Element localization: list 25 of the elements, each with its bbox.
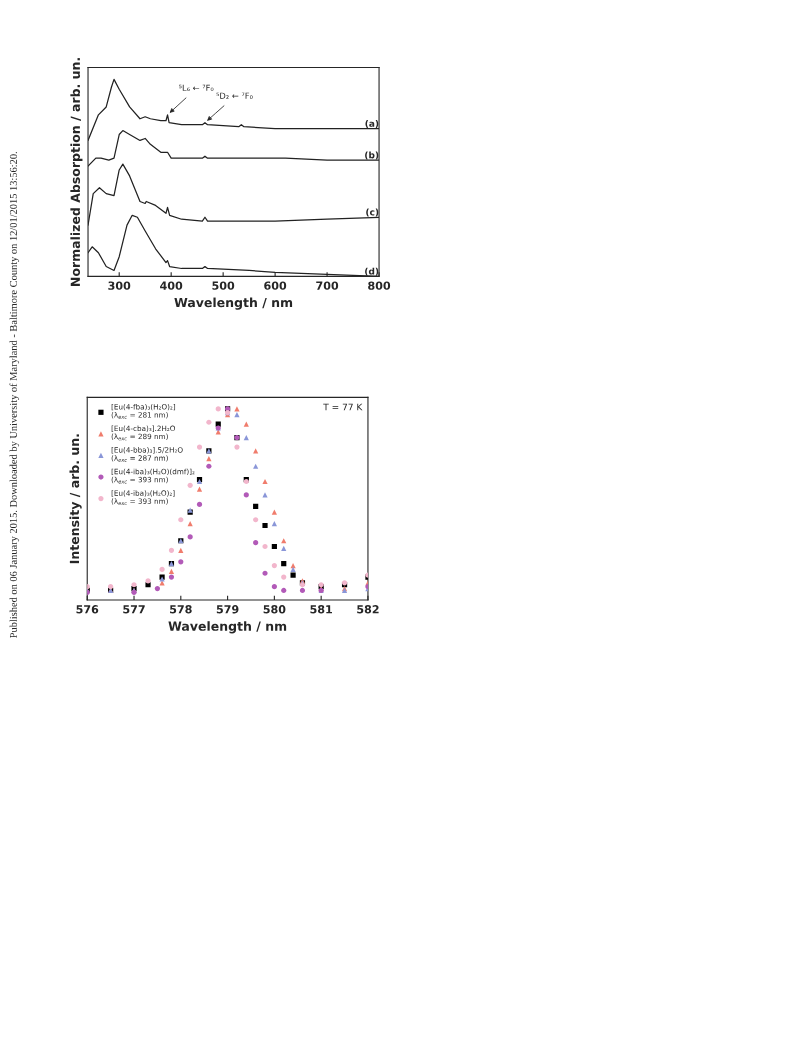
x-tick-label: 500 [212,281,235,290]
annotation: ⁵D₂ ← ⁷F₀ [216,92,253,99]
y-axis-title: Normalized Absorption / arb. un. [70,58,83,286]
x-tick-label: 579 [216,605,239,614]
series-label: (c) [366,208,379,217]
x-tick-label: 582 [357,605,379,614]
series-label: (b) [365,151,379,160]
y-axis-title: Intensity / arb. un. [69,434,82,564]
x-axis-title: Wavelength / nm [174,297,293,310]
x-axis-title: Wavelength / nm [168,621,287,634]
x-tick-label: 400 [160,281,183,290]
text: Published on 06 January 2015. Downloaded by University of Maryland - Baltimore County on 12/01/2015 13:56:20. [9,152,20,638]
x-tick-label: 700 [316,281,339,290]
annotation: T = 77 K [323,403,363,411]
x-tick-label: 800 [368,281,391,290]
x-tick-label: 576 [76,605,99,614]
series-label: (a) [365,119,379,128]
x-tick-label: 300 [108,281,131,290]
annotation: ⁵L₆ ← ⁷F₀ [179,84,214,91]
x-tick-label: 581 [310,605,332,614]
x-tick-label: 600 [264,281,287,290]
x-tick-label: 578 [170,605,192,614]
series-label: (d) [365,267,379,276]
x-tick-label: 577 [123,605,145,614]
x-tick-label: 580 [263,605,286,614]
